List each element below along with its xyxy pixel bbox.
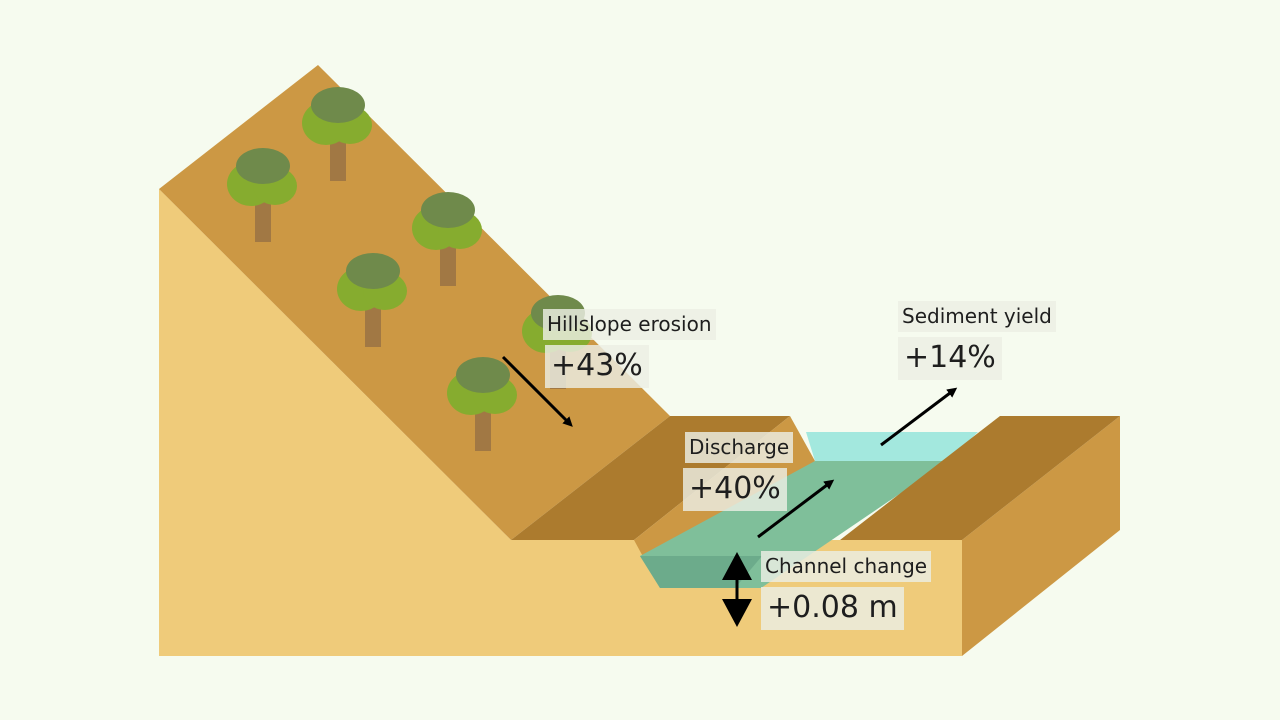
sediment-yield-label: Sediment yield [898, 301, 1056, 332]
hillslope-erosion-value: +43% [545, 345, 649, 388]
water-surface [806, 432, 978, 461]
tree-icon [227, 148, 297, 242]
tree-icon [412, 192, 482, 286]
arrow-icon [880, 387, 958, 447]
soil-front-face [159, 189, 962, 656]
tree-icon [302, 87, 372, 181]
channel-change-value: +0.08 m [761, 587, 904, 630]
discharge-label: Discharge [685, 432, 794, 463]
sediment-yield-value: +14% [898, 337, 1002, 380]
hillslope-erosion-label: Hillslope erosion [543, 309, 716, 340]
channel-change-label: Channel change [761, 551, 932, 582]
tree-icon [447, 357, 517, 451]
arrow-icon [757, 479, 835, 539]
soil-side-face [962, 416, 1120, 656]
tree-icon [337, 253, 407, 347]
discharge-value: +40% [683, 468, 787, 511]
double-arrow-icon [722, 552, 752, 627]
right-bank [840, 416, 1120, 540]
arrow-icon [501, 355, 573, 427]
